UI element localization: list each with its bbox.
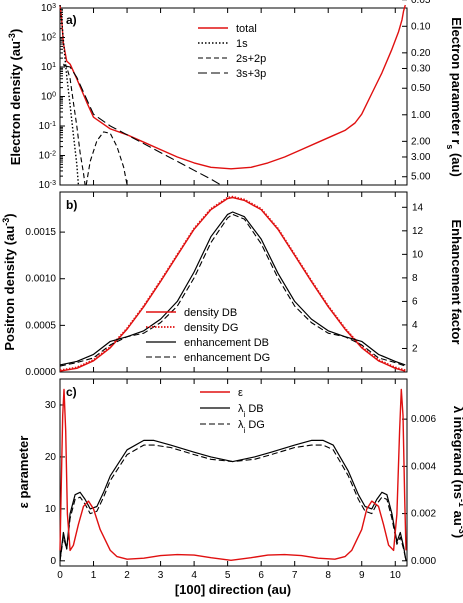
legend-label-1: λi DB	[238, 403, 264, 419]
legend-label-0: density DB	[184, 307, 237, 319]
panel-a-series	[59, 4, 406, 186]
panel-a: a) 10-3 10-2 10-1 100 101 102 103 0.05 0.10 0.20…	[7, 0, 463, 191]
legend-label-2: λi DG	[238, 419, 265, 435]
panel-b-frame	[59, 191, 408, 373]
panel-b-y2-ticks: 2 4 6 8 10 12 14	[402, 202, 424, 354]
y2-tick-label: 0.004	[411, 461, 436, 472]
y-tick-label: 103	[41, 3, 56, 15]
y2-tick-label: 3.00	[411, 152, 431, 163]
panel-c-y2label: λ integrand (ns-1 au-3)	[451, 406, 463, 538]
panel-a-y-ticks: 10-3 10-2 10-1 100 101 102 103	[39, 3, 65, 192]
y-tick-label: 10	[45, 504, 57, 515]
legend-label-0: total	[236, 23, 257, 35]
panel-c-series	[59, 388, 407, 561]
legend-label-1: 1s	[236, 38, 248, 50]
panel-c: c) 0 10 20 30 0.000 0.002 0.004 0.006 0 1 2 3 4 5 6 7…	[16, 378, 463, 597]
x-tick-label: 4	[191, 570, 197, 581]
series-1s	[59, 5, 80, 186]
y2-tick-label: 4	[412, 320, 418, 331]
x-tick-label: 1	[91, 570, 97, 581]
y2-tick-label: 10	[412, 249, 424, 260]
x-tick-label: 9	[359, 570, 365, 581]
y2-tick-label: 0.20	[411, 48, 431, 59]
series-total	[59, 4, 406, 170]
series-2s2p	[63, 63, 86, 186]
x-tick-label: 6	[258, 570, 264, 581]
panel-c-xlabel: [100] direction (au)	[175, 582, 291, 597]
y-tick-label: 20	[45, 452, 57, 463]
y2-tick-label: 0.10	[411, 21, 431, 32]
panel-b-y-ticks: 0.0000 0.0005 0.0010 0.0015	[25, 227, 65, 378]
x-tick-label: 8	[325, 570, 331, 581]
panel-b-x-ticks	[59, 192, 396, 372]
y-tick-label: 0.0010	[25, 274, 56, 285]
panel-b-label: b)	[66, 198, 77, 212]
y-tick-label: 10-2	[39, 150, 56, 162]
panel-b-legend: density DB density DG enhancement DB enhanc…	[146, 307, 270, 364]
panel-b-series	[59, 195, 406, 372]
panel-c-ylabel: ε parameter	[16, 436, 31, 509]
y2-tick-label: 14	[412, 202, 424, 213]
panel-a-x-ticks	[59, 8, 396, 185]
legend-label-1: density DG	[184, 322, 238, 334]
y2-tick-label: 8	[412, 273, 418, 284]
y2-tick-label: 2	[412, 343, 418, 354]
x-tick-label: 5	[225, 570, 231, 581]
series-enhancement-db	[59, 211, 406, 366]
y2-tick-label: 6	[412, 296, 418, 307]
y-tick-label: 0.0005	[25, 320, 56, 331]
series-2s2p-tail	[85, 131, 128, 186]
panel-c-x-ticks: 0 1 2 3 4 5 6 7 8 9 10	[57, 379, 401, 581]
y2-tick-label: 0.000	[411, 556, 436, 567]
y2-tick-label: 2.00	[411, 136, 431, 147]
legend-label-3: enhancement DG	[184, 352, 270, 364]
legend-label-2: 2s+2p	[236, 53, 266, 65]
legend-label-3: 3s+3p	[236, 68, 266, 80]
y-tick-label: 102	[41, 32, 56, 44]
x-tick-label: 7	[292, 570, 298, 581]
y2-tick-label: 12	[412, 226, 424, 237]
series-enhancement-dg	[59, 213, 406, 367]
y2-tick-label: 0.30	[411, 63, 431, 74]
x-tick-label: 0	[57, 570, 63, 581]
panel-a-y2label: Electron parameter rs (au)	[445, 17, 463, 177]
x-tick-label: 10	[390, 570, 402, 581]
y2-tick-label: 0.05	[411, 0, 431, 6]
y-tick-label: 10-1	[39, 121, 56, 133]
y2-tick-label: 0.50	[411, 83, 431, 94]
y2-tick-label: 0.002	[411, 509, 436, 520]
x-tick-label: 3	[158, 570, 164, 581]
series-epsilon	[59, 388, 407, 561]
y-tick-label: 0.0000	[25, 367, 56, 378]
y2-tick-label: 0.006	[411, 414, 436, 425]
panel-c-frame	[59, 378, 408, 567]
series-density-dg	[59, 195, 406, 371]
x-tick-label: 2	[124, 570, 130, 581]
series-lambda-db	[59, 439, 407, 561]
y-tick-label: 30	[45, 400, 57, 411]
legend-label-2: enhancement DB	[184, 337, 269, 349]
panel-a-y2-ticks: 0.05 0.10 0.20 0.30 0.50 1.00 2.00 3.00 5.00	[402, 0, 431, 183]
y2-tick-label: 5.00	[411, 172, 431, 183]
y2-tick-label: 1.00	[411, 110, 431, 121]
series-3s3p	[63, 64, 222, 186]
panel-b: b) 0.0000 0.0005 0.0010 0.0015 2 4 6 8 10 12 14 d…	[1, 191, 463, 378]
y-tick-label: 0	[50, 556, 56, 567]
panel-a-label: a)	[66, 13, 77, 27]
y-tick-label: 10-3	[39, 180, 56, 192]
panel-b-ylabel: Positron density (au-3)	[1, 213, 17, 350]
y-tick-label: 101	[41, 62, 56, 74]
panel-a-ylabel: Electron density (au-3)	[7, 29, 23, 166]
legend-label-0: ε	[238, 387, 243, 399]
y-tick-label: 100	[41, 91, 56, 103]
panel-c-label: c)	[66, 385, 77, 399]
panel-b-y2label: Enhancement factor	[449, 220, 463, 345]
panel-a-frame	[59, 7, 408, 186]
y-tick-label: 0.0015	[25, 227, 56, 238]
panel-a-legend: total 1s 2s+2p 3s+3p	[198, 23, 266, 80]
series-lambda-dg	[59, 444, 407, 561]
